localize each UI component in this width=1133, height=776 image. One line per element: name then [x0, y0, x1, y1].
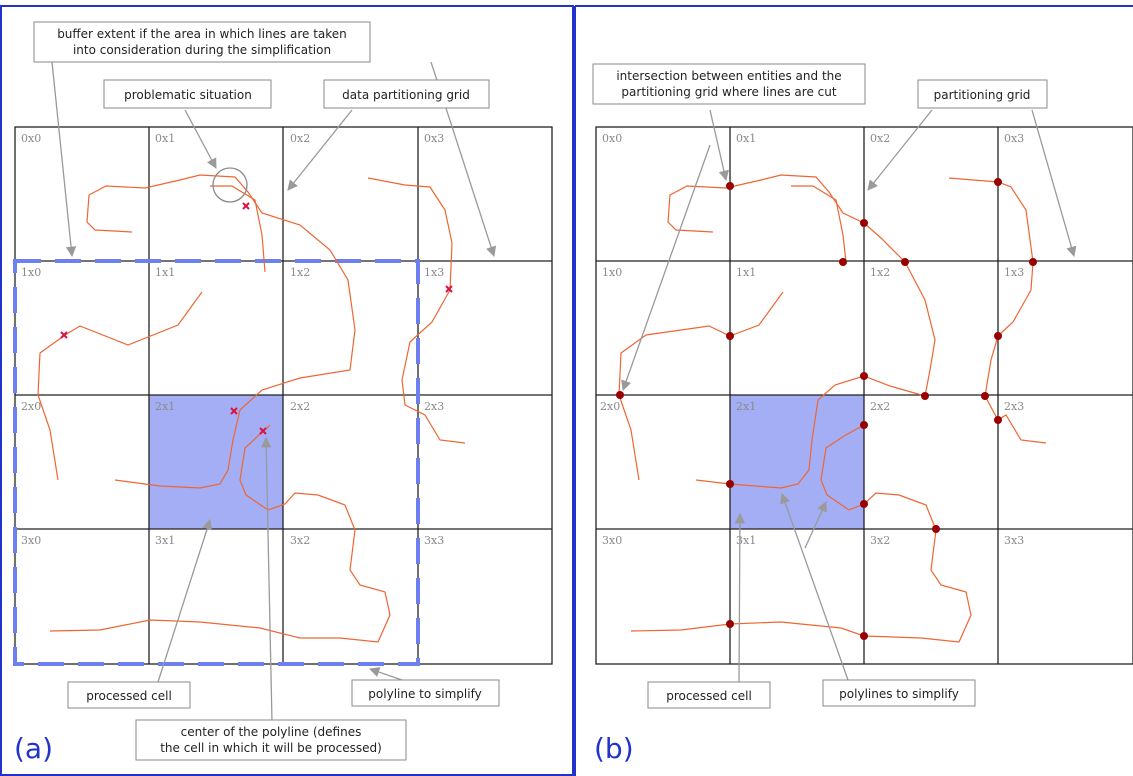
cell-label: 1x2: [290, 266, 310, 279]
cell-label: 1x3: [424, 266, 444, 279]
cut-point: [616, 391, 624, 399]
polyline-centers: [60, 202, 453, 435]
callout-processed-cell: processed cell: [67, 681, 191, 709]
cell-label: 3x0: [21, 534, 41, 547]
callout-processed-cell: processed cell: [647, 681, 771, 709]
cell-label: 2x0: [21, 400, 41, 413]
cell-label: 2x3: [1004, 400, 1024, 413]
cut-point: [921, 392, 929, 400]
cell-label: 1x1: [155, 266, 175, 279]
svg-text:partitioning grid where lines: partitioning grid where lines are cut: [621, 85, 836, 99]
svg-text:center of the polyline (define: center of the polyline (defines: [181, 725, 362, 739]
cell-label: 0x0: [21, 132, 41, 145]
svg-text:problematic situation: problematic situation: [124, 88, 252, 102]
callout-grid: data partitioning grid: [323, 79, 490, 109]
cut-point: [860, 632, 868, 640]
buffer-extent: [13, 259, 420, 666]
callout-polylines: polylines to simplify: [822, 679, 976, 707]
cut-point: [860, 219, 868, 227]
cell-label: 2x1: [736, 400, 756, 413]
panel-a-label: (a): [14, 732, 53, 765]
cut-point: [839, 258, 847, 266]
cell-label: 1x0: [602, 266, 622, 279]
cut-point: [726, 332, 734, 340]
partition-grid: [595, 126, 1133, 665]
cell-label: 1x3: [1004, 266, 1024, 279]
cut-point: [860, 421, 868, 429]
cell-label: 3x1: [155, 534, 175, 547]
polylines: [618, 174, 1047, 643]
cell-label: 3x2: [870, 534, 890, 547]
partition-grid: [14, 126, 553, 665]
processed-cell-highlight: [730, 395, 864, 529]
panel-a-frame: [0, 5, 574, 776]
svg-text:data partitioning grid: data partitioning grid: [342, 88, 470, 102]
callout-problematic: problematic situation: [103, 79, 272, 109]
cell-label: 0x3: [1004, 132, 1024, 145]
svg-text:buffer extent if the area in w: buffer extent if the area in which lines…: [57, 27, 347, 41]
svg-text:processed cell: processed cell: [86, 689, 172, 703]
panel-a: 0x0 0x1 0x2 0x3 1x0 1x1 1x2 1x3 2x0 2x1 …: [0, 5, 574, 776]
cut-point: [1029, 258, 1037, 266]
center-marker: [259, 427, 267, 435]
cell-label: 0x2: [870, 132, 890, 145]
cell-label: 1x2: [870, 266, 890, 279]
cell-label: 0x1: [736, 132, 756, 145]
svg-text:partitioning grid: partitioning grid: [934, 88, 1031, 102]
cut-point: [726, 480, 734, 488]
processed-cell-highlight: [149, 395, 283, 529]
cut-point: [994, 332, 1002, 340]
cut-point: [901, 258, 909, 266]
svg-text:polyline to simplify: polyline to simplify: [368, 687, 481, 701]
cell-label: 1x1: [736, 266, 756, 279]
cell-label: 2x1: [155, 400, 175, 413]
center-marker: [445, 285, 453, 293]
cut-point: [860, 372, 868, 380]
cut-points: [616, 178, 1037, 640]
cell-label: 2x2: [290, 400, 310, 413]
cut-point: [994, 416, 1002, 424]
svg-text:intersection between entities: intersection between entities and the: [616, 69, 841, 83]
cell-labels: 0x0 0x1 0x2 0x3 1x0 1x1 1x2 1x3 2x0 2x1 …: [21, 132, 444, 547]
callout-polyline: polyline to simplify: [351, 679, 500, 707]
svg-text:polylines to simplify: polylines to simplify: [839, 687, 959, 701]
cell-label: 3x1: [736, 534, 756, 547]
cell-label: 3x0: [602, 534, 622, 547]
cell-label: 1x0: [21, 266, 41, 279]
callout-arrows: [621, 109, 1077, 683]
cell-label: 3x2: [290, 534, 310, 547]
cell-label: 3x3: [424, 534, 444, 547]
callout-center: center of the polyline (defines the cell…: [135, 719, 407, 761]
callout-buffer-extent: buffer extent if the area in which lines…: [33, 21, 371, 63]
svg-text:into consideration during the: into consideration during the simplifica…: [73, 43, 331, 57]
cell-label: 3x3: [1004, 534, 1024, 547]
cell-label: 2x0: [600, 400, 620, 413]
center-marker: [230, 407, 238, 415]
callout-arrows: [51, 61, 497, 723]
cell-label: 0x1: [155, 132, 175, 145]
svg-text:processed cell: processed cell: [666, 689, 752, 703]
cell-labels: 0x0 0x1 0x2 0x3 1x0 1x1 1x2 1x3 2x0 2x1 …: [600, 132, 1024, 547]
cell-label: 2x2: [870, 400, 890, 413]
cell-label: 2x3: [424, 400, 444, 413]
cell-label: 0x0: [602, 132, 622, 145]
cut-point: [860, 500, 868, 508]
callout-intersection: intersection between entities and the pa…: [592, 63, 866, 105]
cut-point: [726, 182, 734, 190]
cell-label: 0x3: [424, 132, 444, 145]
cut-point: [981, 392, 989, 400]
cut-point: [726, 620, 734, 628]
panel-b-label: (b): [594, 732, 634, 765]
panel-b: 0x0 0x1 0x2 0x3 1x0 1x1 1x2 1x3 2x0 2x1 …: [574, 5, 1133, 776]
center-marker: [60, 331, 68, 339]
center-marker: [242, 202, 250, 210]
callout-grid: partitioning grid: [917, 79, 1048, 109]
cell-label: 0x2: [290, 132, 310, 145]
problematic-circle: [212, 167, 248, 203]
cut-point: [932, 525, 940, 533]
cut-point: [994, 178, 1002, 186]
svg-text:the cell in which it will be p: the cell in which it will be processed): [160, 741, 382, 755]
